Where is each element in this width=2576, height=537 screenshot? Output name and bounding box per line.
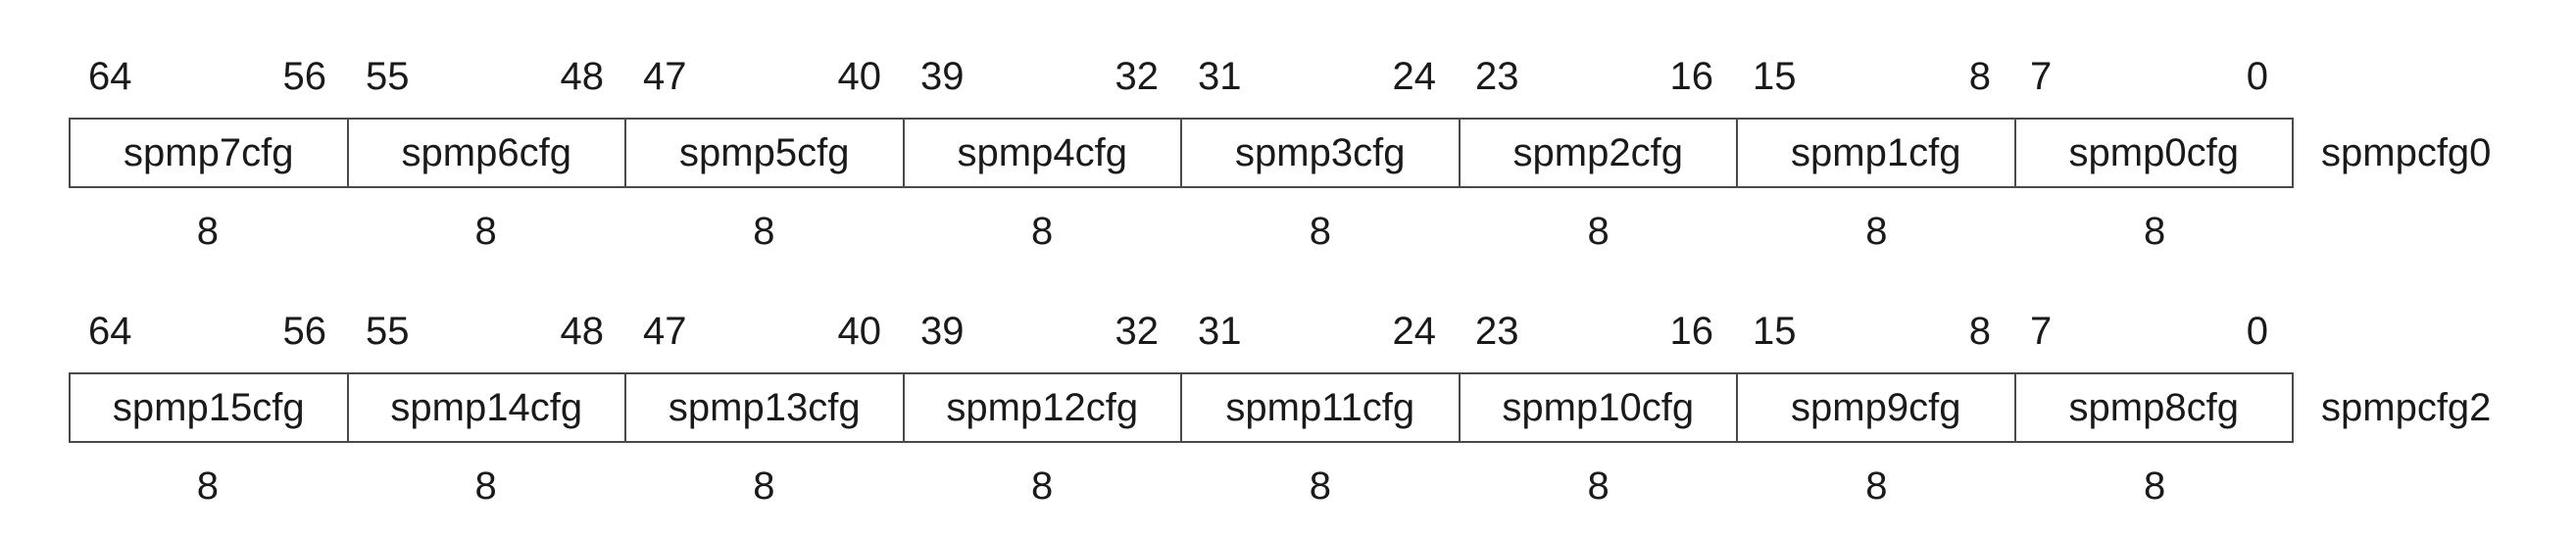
register-field: spmp9cfg	[1738, 374, 2016, 441]
bit-high-label: 31	[1198, 55, 1242, 98]
bit-low-label: 40	[837, 55, 882, 98]
register-field: spmp5cfg	[626, 120, 905, 186]
register-field-row: spmp7cfg spmp6cfg spmp5cfg spmp4cfg spmp…	[69, 118, 2294, 188]
field-width: 8	[2144, 210, 2166, 253]
register-field: spmp12cfg	[905, 374, 1182, 441]
field-width: 8	[753, 210, 775, 253]
bit-low-label: 32	[1115, 55, 1160, 98]
bit-low-label: 56	[282, 310, 327, 353]
bit-high-label: 64	[88, 55, 132, 98]
bit-low-label: 0	[2246, 310, 2268, 353]
bit-low-label: 40	[837, 310, 882, 353]
field-width: 8	[753, 464, 775, 508]
bit-range: 64 56	[69, 47, 346, 106]
register-field: spmp4cfg	[905, 120, 1182, 186]
register-field: spmp8cfg	[2068, 385, 2239, 429]
bit-range: 23 16	[1456, 302, 1733, 361]
field-width-row: 8 8 8 8 8 8 8 8	[69, 457, 2294, 515]
bit-low-label: 16	[1669, 55, 1714, 98]
field-width-row: 8 8 8 8 8 8 8 8	[69, 202, 2294, 261]
bit-high-label: 55	[366, 55, 410, 98]
bit-range: 7 0	[2010, 47, 2288, 106]
register-field: spmp2cfg	[1461, 120, 1738, 186]
bit-position-row: 64 56 55 48 47 40 39 32 31 24 23 16 15 8…	[69, 302, 2294, 361]
bit-high-label: 39	[920, 55, 965, 98]
bit-low-label: 8	[1968, 55, 1991, 98]
bit-range: 55 48	[346, 302, 623, 361]
bit-high-label: 23	[1475, 55, 1519, 98]
bit-low-label: 56	[282, 55, 327, 98]
register-field: spmp15cfg	[71, 374, 349, 441]
bit-low-label: 16	[1669, 310, 1714, 353]
bit-range: 64 56	[69, 302, 346, 361]
field-width: 8	[196, 464, 219, 508]
bit-high-label: 39	[920, 310, 965, 353]
register-field: spmp3cfg	[1182, 120, 1461, 186]
bit-high-label: 7	[2030, 55, 2053, 98]
bit-high-label: 47	[643, 55, 687, 98]
bit-high-label: 31	[1198, 310, 1242, 353]
field-width: 8	[1865, 464, 1888, 508]
register-field: spmp13cfg	[626, 374, 905, 441]
bit-range: 23 16	[1456, 47, 1733, 106]
field-width: 8	[196, 210, 219, 253]
field-width: 8	[1309, 210, 1331, 253]
bit-high-label: 15	[1753, 55, 1797, 98]
register-field: spmp6cfg	[349, 120, 626, 186]
bit-high-label: 47	[643, 310, 687, 353]
bit-low-label: 48	[560, 55, 605, 98]
register-field-row: spmp15cfg spmp14cfg spmp13cfg spmp12cfg …	[69, 372, 2294, 443]
register-field: spmp14cfg	[349, 374, 626, 441]
bit-position-row: 64 56 55 48 47 40 39 32 31 24 23 16 15 8…	[69, 47, 2294, 106]
bit-range: 15 8	[1733, 302, 2010, 361]
bit-low-label: 8	[1968, 310, 1991, 353]
register-field: spmp10cfg	[1461, 374, 1738, 441]
field-width: 8	[1865, 210, 1888, 253]
field-width: 8	[1309, 464, 1331, 508]
bit-low-label: 0	[2246, 55, 2268, 98]
bit-low-label: 32	[1115, 310, 1160, 353]
bit-range: 39 32	[901, 302, 1178, 361]
field-width: 8	[474, 464, 497, 508]
bit-range: 47 40	[623, 47, 901, 106]
field-width: 8	[474, 210, 497, 253]
bit-high-label: 23	[1475, 310, 1519, 353]
register-name: spmpcfg2	[2321, 386, 2492, 429]
field-width: 8	[1587, 210, 1610, 253]
register-field: spmp7cfg	[71, 120, 349, 186]
bit-low-label: 48	[560, 310, 605, 353]
field-width: 8	[1031, 210, 1054, 253]
bit-high-label: 55	[366, 310, 410, 353]
bit-range: 55 48	[346, 47, 623, 106]
bit-range: 47 40	[623, 302, 901, 361]
bit-low-label: 24	[1392, 55, 1437, 98]
bit-range: 7 0	[2010, 302, 2288, 361]
field-width: 8	[1031, 464, 1054, 508]
register-field: spmp1cfg	[1738, 120, 2016, 186]
register-spmpcfg0: 64 56 55 48 47 40 39 32 31 24 23 16 15 8…	[0, 47, 2576, 282]
bit-high-label: 64	[88, 310, 132, 353]
bit-high-label: 15	[1753, 310, 1797, 353]
bit-range: 15 8	[1733, 47, 2010, 106]
register-spmpcfg2: 64 56 55 48 47 40 39 32 31 24 23 16 15 8…	[0, 302, 2576, 537]
bit-range: 31 24	[1178, 47, 1456, 106]
bit-range: 39 32	[901, 47, 1178, 106]
register-name: spmpcfg0	[2321, 131, 2492, 174]
field-width: 8	[1587, 464, 1610, 508]
register-field: spmp11cfg	[1182, 374, 1461, 441]
field-width: 8	[2144, 464, 2166, 508]
bit-range: 31 24	[1178, 302, 1456, 361]
bit-low-label: 24	[1392, 310, 1437, 353]
register-field: spmp0cfg	[2068, 130, 2239, 174]
bit-high-label: 7	[2030, 310, 2053, 353]
